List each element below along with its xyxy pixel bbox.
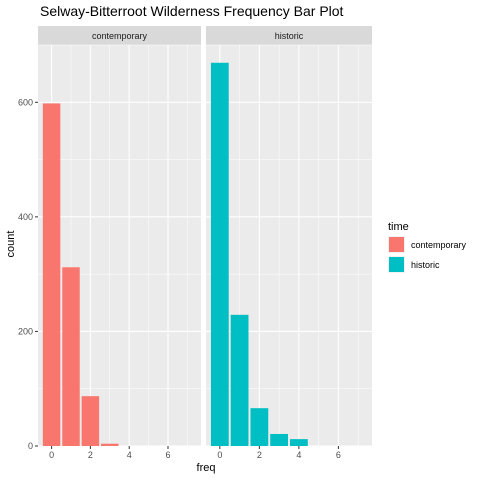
- legend-swatch-contemporary: [389, 237, 404, 252]
- legend-title: time: [388, 221, 409, 233]
- x-tick-label: 6: [166, 450, 171, 460]
- facet-panels: contemporary 0 2 4 6 historic 0 2 4 6: [38, 26, 372, 460]
- legend-label-historic: historic: [411, 260, 440, 270]
- x-tick-label: 6: [336, 450, 341, 460]
- x-tick-label: 2: [88, 450, 93, 460]
- facet-contemporary: contemporary 0 2 4 6: [38, 26, 201, 460]
- bar-contemporary-1: [62, 267, 80, 446]
- x-tick-label: 4: [127, 450, 132, 460]
- y-axis: 0 200 400 600: [18, 97, 38, 451]
- x-tick-label: 0: [217, 450, 222, 460]
- bar-contemporary-2: [81, 396, 100, 446]
- legend-swatch-historic: [389, 257, 404, 272]
- bar-historic-2: [250, 408, 269, 446]
- x-tick-label: 4: [296, 450, 301, 460]
- legend-label-contemporary: contemporary: [411, 240, 467, 250]
- bar-historic-0: [210, 62, 229, 446]
- facet-strip-contemporary: [38, 26, 201, 45]
- bar-contemporary-0: [42, 103, 61, 446]
- y-tick-label: 0: [28, 441, 33, 451]
- y-tick-label: 600: [18, 97, 33, 107]
- bar-contemporary-3: [101, 443, 119, 446]
- chart-title: Selway-Bitterroot Wilderness Frequency B…: [40, 3, 344, 19]
- y-axis-title: count: [5, 231, 17, 258]
- facet-strip-label: contemporary: [92, 31, 148, 41]
- x-tick-label: 2: [257, 450, 262, 460]
- legend: time contemporary historic: [388, 221, 467, 273]
- facet-historic: historic 0 2 4 6: [206, 26, 372, 460]
- bar-historic-1: [230, 314, 249, 446]
- y-tick-label: 400: [18, 212, 33, 222]
- y-tick-label: 200: [18, 326, 33, 336]
- x-tick-label: 0: [49, 450, 54, 460]
- bar-historic-3: [270, 433, 289, 446]
- facet-strip-label: historic: [275, 31, 304, 41]
- facet-strip-historic: [206, 26, 372, 45]
- bar-historic-4: [289, 439, 308, 446]
- x-axis-title: freq: [197, 462, 216, 474]
